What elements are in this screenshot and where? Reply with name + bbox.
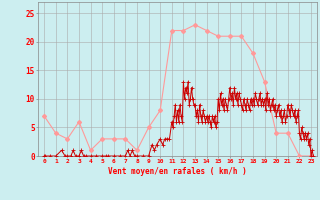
X-axis label: Vent moyen/en rafales ( km/h ): Vent moyen/en rafales ( km/h ): [108, 167, 247, 176]
